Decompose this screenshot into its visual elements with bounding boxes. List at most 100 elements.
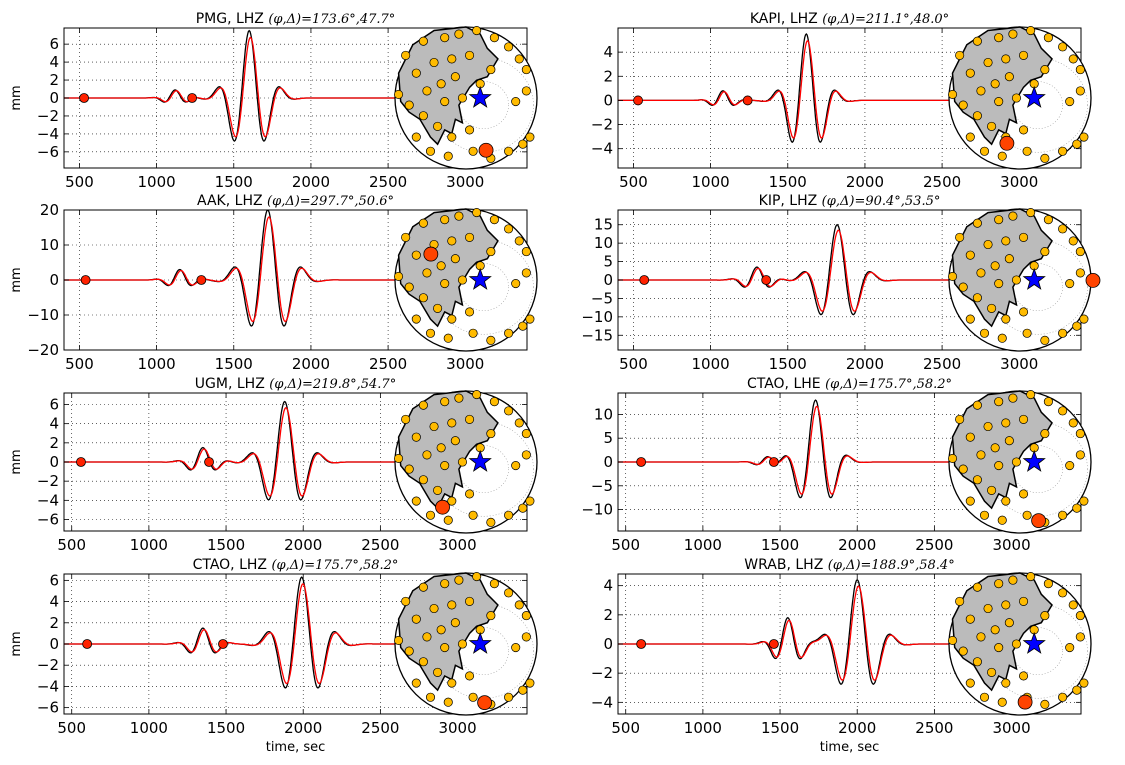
station-dot [994,579,1004,589]
subplot-8: 500 1000 1500 2000 2500 3000 −4 −2 0 2 4 WRAB, LHZ … [591,557,1092,755]
station-dot [436,261,446,271]
station-dot [450,618,460,628]
station-dot [486,65,496,75]
station-dot [447,418,457,428]
station-dot [1058,588,1068,598]
station-dot [418,582,428,592]
station-dot [1075,65,1085,75]
station-dot [1058,224,1068,234]
station-dot [393,635,404,645]
station-dot [401,232,411,242]
subplot-title: PMG, LHZ (φ,Δ)=173.6°,47.7° [196,11,396,27]
x-tick-label: 500 [65,173,94,191]
station-dot [429,603,439,614]
station-dot [990,443,1000,453]
station-dot [443,697,453,707]
station-dot [1018,671,1029,681]
title-text: CTAO, LHE [747,376,825,392]
station-dot [504,692,514,702]
station-dot [947,635,958,645]
station-dot [979,692,990,702]
station-dot [489,579,499,589]
station-dot [514,600,524,610]
station-dot [411,614,421,624]
station-dot [1011,639,1021,649]
station-dot [404,646,414,656]
subplot-7: 500 1000 1500 2000 2500 3000 −6 −4 −2 0 2 4 6 CTAO, L… [9,557,538,755]
y-tick-label: 10 [594,234,613,252]
inset-globe [947,571,1092,716]
subplot-2: 500 1000 1500 2000 2500 3000 −4 −2 0 2 4 KAPI, LHZ … [591,11,1092,191]
station-dot [525,678,535,688]
title-annotation: (φ,Δ)=219.8°,54.7° [269,377,396,392]
y-axis-label: mm [9,631,24,656]
station-dot [972,293,982,303]
x-tick-label: 1000 [692,173,730,191]
title-annotation: (φ,Δ)=297.7°,50.6° [267,194,394,209]
station-dot [450,436,460,446]
y-tick-label: 5 [603,429,613,447]
station-dot [1004,254,1014,264]
station-dot [1001,678,1011,688]
station-dot [1058,42,1068,52]
title-annotation: (φ,Δ)=175.7°,58.2° [825,377,952,392]
station-dot [440,579,450,589]
x-tick-label: 2500 [915,536,953,554]
y-tick-label: −2 [37,107,59,125]
station-dot [1058,692,1068,702]
station-dot [521,429,531,439]
y-tick-label: 0 [603,635,613,653]
title-text: AAK, LHZ [197,193,267,209]
subplot-title: KIP, LHZ (φ,Δ)=90.4°,53.5° [759,193,941,209]
station-dot [997,333,1007,343]
station-dot [425,510,436,520]
x-tick-label: 1500 [761,719,799,737]
y-tick-label: 0 [603,453,613,471]
station-dot [433,485,443,495]
y-tick-label: 4 [603,43,613,61]
station-dot [1043,579,1053,589]
y-tick-label: −5 [591,289,613,307]
inset-globe [393,571,538,716]
x-tick-label: 2500 [923,173,961,191]
station-dot [965,432,975,442]
x-tick-label: 3000 [1000,173,1038,191]
y-tick-label: 6 [49,571,59,589]
station-dot [1026,25,1036,36]
station-dot [994,215,1004,225]
station-dot [987,303,997,313]
station-dot [990,625,1000,635]
arrival-marker [196,275,207,285]
x-tick-label: 500 [57,536,86,554]
station-dot [504,328,514,338]
station-dot [418,218,428,228]
x-tick-label: 3000 [1000,355,1038,373]
y-tick-label: −6 [37,699,59,717]
x-tick-label: 2000 [838,536,876,554]
station-dot [994,460,1004,471]
station-dot [443,333,453,343]
station-dot [411,496,421,506]
station-dot [1058,328,1068,338]
station-dot [972,400,982,410]
station-dot [1040,65,1050,75]
station-dot [997,515,1007,525]
station-dot [1068,236,1078,246]
x-tick-label: 3000 [446,355,484,373]
station-dot [433,667,443,677]
station-dot [425,328,436,338]
station-dot [958,100,968,110]
station-dot [418,400,428,410]
station-dot [464,671,475,681]
y-tick-label: 4 [603,577,613,595]
y-tick-label: 0 [603,271,613,289]
arrival-marker [79,93,89,103]
station-dot [418,36,428,46]
x-tick-label: 3000 [992,536,1030,554]
x-tick-label: 2000 [846,355,884,373]
epicenter-star-icon [1022,267,1046,290]
station-dot [958,282,968,292]
station-dot [1001,236,1011,246]
